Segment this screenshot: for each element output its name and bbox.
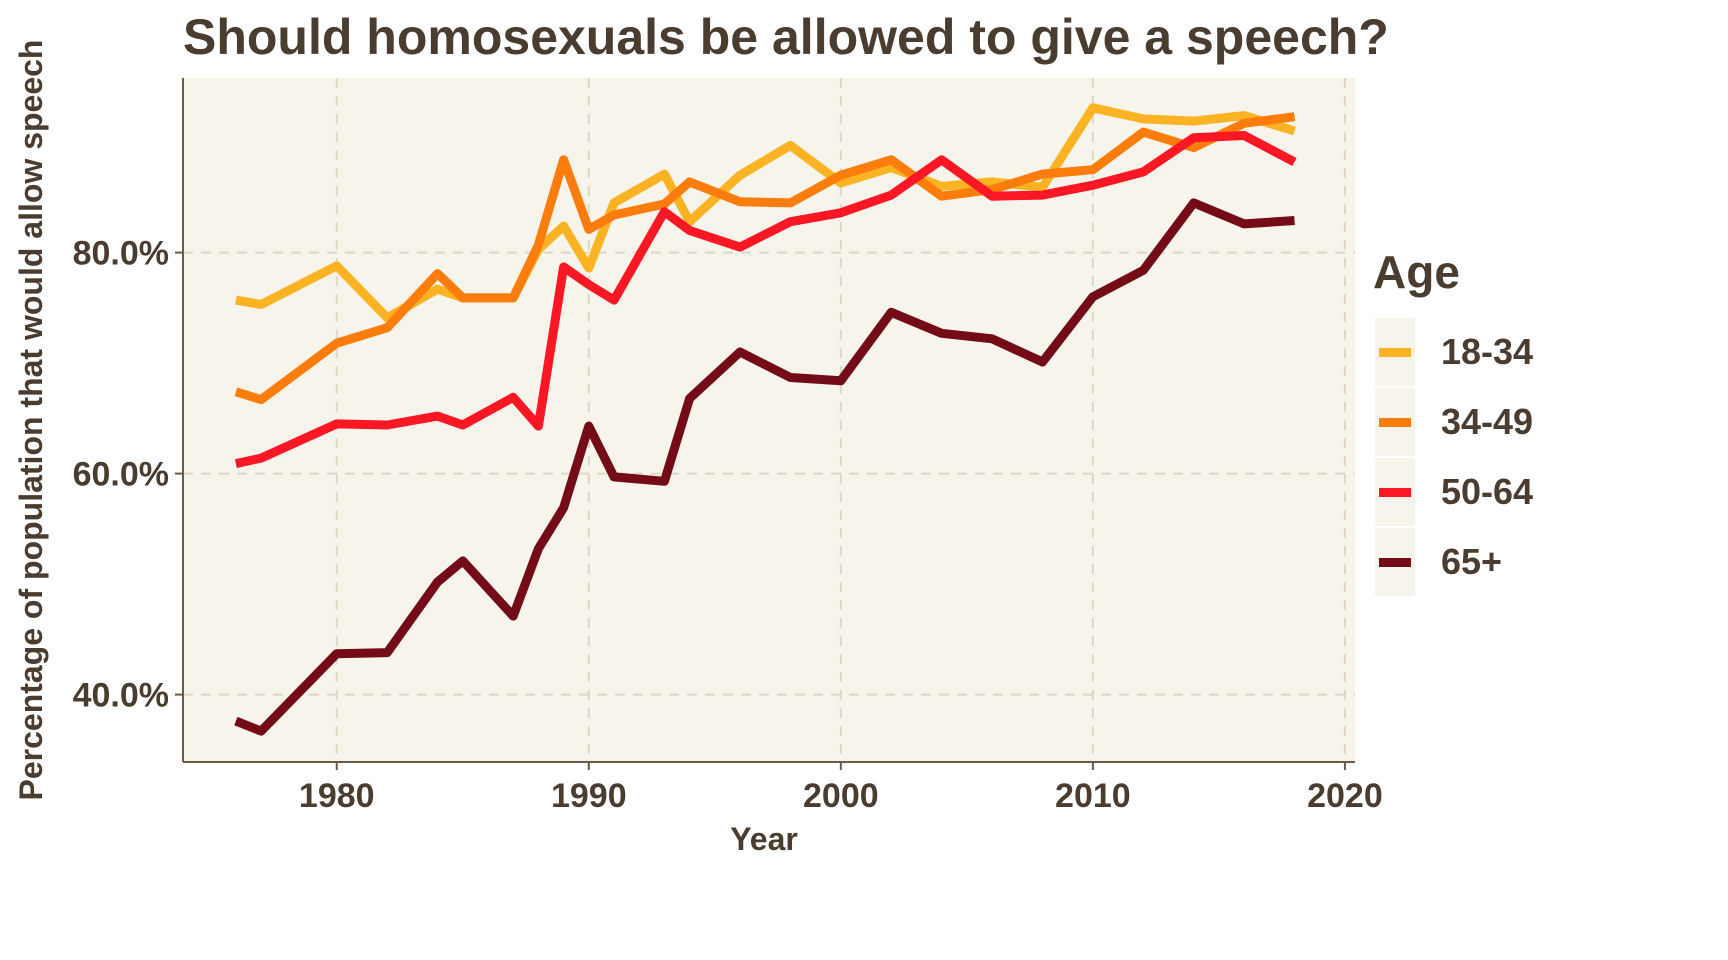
legend-item: 65+ [1370, 527, 1533, 597]
legend-title: Age [1373, 246, 1460, 298]
plot-panel [183, 78, 1355, 762]
legend: Age 18-34 34-49 50-64 65+ [1370, 245, 1533, 597]
legend-key-swatch [1375, 388, 1415, 456]
x-tick-label: 2020 [1307, 777, 1383, 815]
x-tick-label: 1980 [299, 777, 375, 815]
y-axis-title: Percentage of population that would allo… [13, 40, 49, 801]
series-lines [234, 103, 1297, 736]
x-axis-title: Year [730, 821, 798, 857]
legend-label: 50-64 [1441, 471, 1534, 512]
legend-key-swatch [1375, 458, 1415, 526]
x-tick-label: 2000 [803, 777, 879, 815]
y-tick-label: 60.0% [73, 456, 169, 494]
y-tick-label: 80.0% [73, 235, 169, 273]
legend-label: 65+ [1441, 541, 1503, 582]
legend-item: 50-64 [1370, 457, 1533, 527]
legend-key-swatch [1375, 528, 1415, 596]
legend-label: 18-34 [1441, 331, 1534, 372]
legend-key-swatch [1375, 318, 1415, 386]
tick-labels: 1980 1990 2000 2010 2020 40.0% 60.0% 80.0% [73, 235, 1383, 815]
legend-item: 18-34 [1370, 317, 1533, 387]
series-line-65+ [234, 198, 1295, 736]
legend-keys: 18-34 34-49 50-64 65+ [1370, 317, 1533, 597]
series-line-50-64 [234, 131, 1297, 468]
chart-title: Should homosexuals be allowed to give a … [183, 9, 1389, 65]
legend-label: 34-49 [1441, 401, 1534, 442]
x-tick-label: 1990 [551, 777, 627, 815]
y-tick-label: 40.0% [73, 677, 169, 715]
series-line-34-49 [234, 112, 1296, 405]
x-tick-label: 2010 [1055, 777, 1131, 815]
series-line-18-34 [235, 103, 1296, 323]
axes [175, 78, 1355, 770]
legend-item: 34-49 [1370, 387, 1533, 457]
